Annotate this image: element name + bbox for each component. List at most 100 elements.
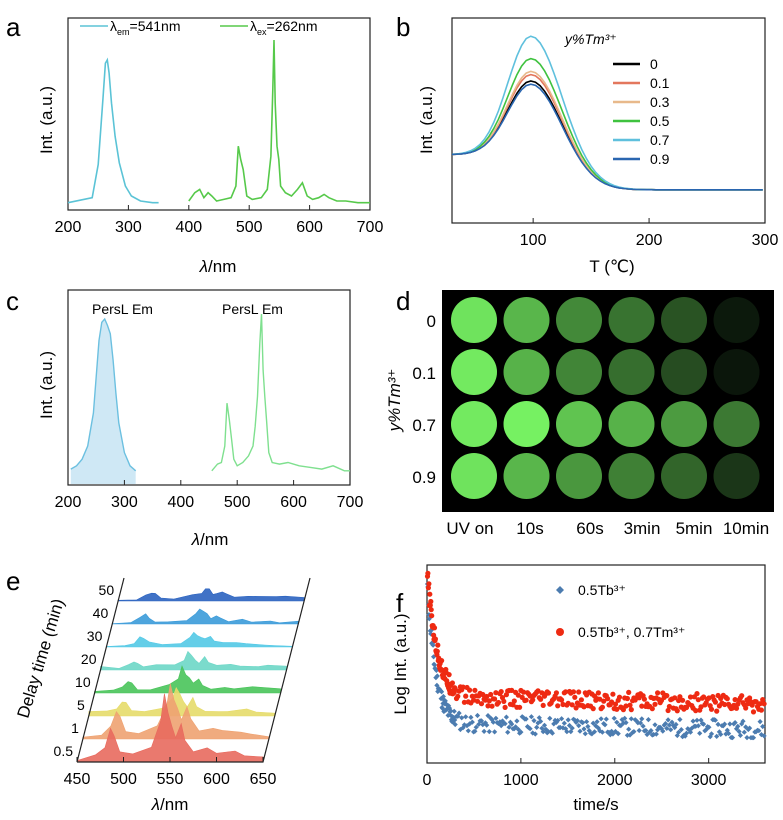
panel-f-point-s0	[636, 727, 642, 734]
panel-a-ylabel: Int. (a.u.)	[37, 86, 56, 154]
panel-f-point-s0	[645, 717, 651, 723]
panel-c-frame	[67, 289, 351, 486]
panel-f-point-s0	[602, 722, 608, 728]
panel-f-point-s0	[440, 693, 446, 700]
panel-f-point-s0	[653, 731, 659, 737]
panel-f-point-s0	[690, 718, 696, 724]
panel-c-series-0	[70, 317, 137, 472]
panel-f-point-s0	[448, 708, 454, 714]
panel-f-point-s1	[455, 693, 461, 699]
panel-f-point-s1	[655, 690, 661, 696]
panel-f-point-s0	[485, 713, 491, 719]
panel-f-point-s1	[425, 585, 431, 591]
panel-f-point-s1	[523, 697, 529, 703]
panel-d-cell-r1-c2	[556, 349, 602, 395]
panel-f-point-s0	[637, 720, 644, 726]
panel-f-point-s0	[732, 720, 738, 726]
panel-f-point-s1	[439, 658, 445, 664]
panel-f-point-s1	[463, 693, 469, 699]
panel-f-point-s0	[722, 721, 728, 727]
panel-f-point-s1	[569, 702, 575, 708]
panel-f-point-s0	[760, 723, 766, 730]
panel-f-point-s1	[639, 703, 645, 709]
panel-f-point-s1	[665, 707, 671, 714]
panel-f-point-s1	[538, 696, 544, 702]
panel-c-x-ticklabel-5: 700	[337, 494, 364, 511]
panel-f-point-s1	[486, 698, 492, 704]
panel-f-point-s1	[758, 707, 765, 713]
panel-f-point-s1	[636, 695, 642, 701]
panel-f-point-s0	[439, 689, 445, 695]
panel-f-point-s1	[488, 691, 494, 698]
panel-f-point-s0	[509, 721, 515, 727]
panel-f-point-s0	[585, 723, 591, 730]
panel-f-point-s0	[631, 729, 637, 735]
panel-f-point-s1	[649, 706, 655, 712]
panel-d-col-label-4: 5min	[676, 519, 713, 538]
panel-d-col-label-5: 10min	[723, 519, 769, 538]
panel-a-x-ticklabel-2: 400	[175, 219, 202, 236]
panel-f-point-s1	[573, 705, 579, 711]
panel-f-point-s1	[624, 695, 631, 702]
panel-f-point-s1	[431, 625, 438, 631]
panel-f-point-s0	[729, 735, 736, 741]
panel-f-point-s0	[532, 731, 538, 737]
panel-c-x-ticklabel-3: 500	[224, 494, 251, 511]
legend-a-ex: λex=262nm	[250, 18, 318, 37]
panel-f-point-s0	[735, 723, 741, 729]
panel-c-x-ticklabel-4: 600	[280, 494, 307, 511]
panel-a-legend: λem=541nm λex=262nm	[80, 18, 318, 37]
panel-c-xlabel: λ/nm	[191, 530, 229, 549]
panel-e-chart: 450 500 550 600 650 50 40 30 20 10 5 1 0.5 Delay ti…	[14, 577, 311, 814]
panel-f-point-s1	[472, 687, 478, 693]
panel-d-cell-r1-c1	[503, 349, 550, 395]
panel-f-point-s0	[673, 721, 679, 728]
panel-b-series-0.1	[451, 73, 763, 191]
panel-f-point-s1	[432, 636, 438, 642]
panel-f-point-s1	[502, 704, 508, 711]
panel-a-chart: 200 300 400 500 600 700 λem=541nm λex=262nm I…	[37, 17, 383, 276]
panel-f-point-s1	[452, 686, 458, 692]
panel-f-point-s0	[531, 718, 537, 724]
panel-f-point-s0	[577, 728, 583, 734]
panel-f-point-s0	[484, 722, 490, 728]
panel-e-xlabel: λ/nm	[151, 795, 189, 814]
panel-e-delay-label-5: 30	[87, 628, 103, 644]
panel-d-ylabel: y%Tm³⁺	[385, 369, 404, 433]
panel-f-point-s0	[490, 719, 496, 725]
panel-f-point-s0	[706, 724, 712, 730]
panel-e-delay-label-1: 1	[71, 720, 79, 736]
panel-f-point-s0	[481, 728, 487, 734]
panel-d-cell-r3-c2	[556, 453, 602, 499]
panel-f-point-s1	[749, 702, 755, 708]
legend-f-label-1: 0.5Tb³⁺	[578, 582, 626, 598]
panel-f-point-s0	[701, 721, 707, 727]
panel-f-point-s0	[584, 719, 590, 725]
panel-c-x-ticklabel-2: 400	[167, 494, 194, 511]
panel-d-row-label-3: 0.9	[412, 468, 436, 487]
panel-f-point-s0	[547, 715, 553, 721]
panel-f-point-s1	[733, 705, 740, 711]
panel-f-point-s0	[737, 732, 743, 738]
panel-f-point-s0	[555, 717, 561, 724]
panel-f-point-s0	[757, 719, 763, 725]
panel-d-cell-r0-c0	[451, 297, 497, 343]
panel-d-cell-r2-c2	[556, 401, 602, 447]
panel-b-ylabel: Int. (a.u.)	[417, 86, 436, 154]
panel-f-point-s1	[652, 701, 658, 707]
panel-f-point-s0	[666, 722, 672, 728]
panel-f-x-ticklabel-3: 3000	[691, 772, 727, 789]
panel-d-photo-grid: 0 0.1 0.7 0.9 UV on 10s 60s 3min 5min 10min y%Tm…	[385, 290, 774, 538]
panel-f-point-s1	[545, 690, 552, 696]
panel-b-frame	[451, 17, 766, 224]
panel-f-point-s0	[599, 729, 605, 735]
panel-f-point-s1	[706, 695, 712, 701]
panel-e-spectrum-50	[117, 588, 305, 602]
panel-f-point-s0	[528, 714, 534, 720]
panel-f-point-s0	[564, 729, 570, 735]
panel-e-spectrum-1	[82, 683, 270, 740]
panel-f-point-s0	[591, 729, 598, 735]
panel-f-point-s1	[601, 698, 607, 704]
panel-f-point-s1	[427, 602, 433, 608]
